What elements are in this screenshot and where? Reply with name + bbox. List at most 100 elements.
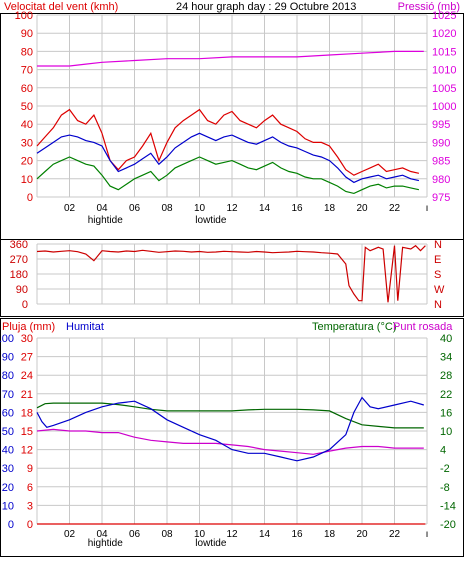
direction-tick-label: 360 bbox=[10, 239, 28, 251]
pressure-line bbox=[37, 50, 424, 67]
x-tick-label: 02 bbox=[64, 529, 76, 540]
rain-tick-label: 9 bbox=[27, 463, 33, 475]
compass-label: S bbox=[434, 269, 441, 281]
pressure-tick-label: 980 bbox=[432, 174, 450, 186]
x-tick-label: 18 bbox=[324, 529, 336, 540]
humidity-tick-label: 60 bbox=[2, 407, 14, 419]
pressure-tick-label: 1020 bbox=[432, 28, 456, 40]
direction-tick-label: 0 bbox=[22, 299, 28, 311]
pressure-tick-label: 1010 bbox=[432, 65, 456, 77]
temperature-tick-label: -2 bbox=[440, 463, 450, 475]
wind-axis-ticks: 0102030405060708090100975980985990995100… bbox=[15, 10, 457, 226]
direction-tick-label: 180 bbox=[10, 269, 28, 281]
wind-tick-label: 50 bbox=[21, 101, 33, 113]
x-tick-label: 08 bbox=[161, 203, 173, 214]
direction-panel-frame bbox=[0, 239, 464, 317]
temperature-tick-label: 28 bbox=[440, 370, 452, 382]
x-tick-label: 12 bbox=[226, 203, 238, 214]
tide-label: lowtide bbox=[195, 538, 227, 549]
temperature-tick-label: 34 bbox=[440, 352, 452, 364]
humidity-tick-label: 10 bbox=[2, 500, 14, 512]
humidity-tick-label: 40 bbox=[2, 445, 14, 457]
compass-label: E bbox=[434, 254, 441, 266]
temperature-line bbox=[36, 402, 424, 429]
x-tick-label: 02 bbox=[64, 203, 76, 214]
temperature-tick-label: -14 bbox=[440, 500, 456, 512]
wind-tick-label: 10 bbox=[21, 174, 33, 186]
tide-label: hightide bbox=[88, 538, 123, 549]
wind-tick-label: 20 bbox=[21, 156, 33, 168]
dewpoint-axis-label: Punt rosada bbox=[393, 321, 453, 333]
pressure-axis-label: Pressió (mb) bbox=[398, 1, 460, 13]
x-tick-label: 16 bbox=[291, 203, 303, 214]
chart-title: 24 hour graph day : 29 Octubre 2013 bbox=[176, 1, 356, 13]
x-tick-label: 08 bbox=[161, 529, 173, 540]
humidity-tick-label: 70 bbox=[2, 389, 14, 401]
x-tick-label: 04 bbox=[96, 529, 108, 540]
x-tick-label: 10 bbox=[194, 529, 206, 540]
x-tick-label: 06 bbox=[129, 529, 141, 540]
pressure-tick-label: 1000 bbox=[432, 101, 456, 113]
wind-grid bbox=[36, 14, 428, 198]
wind-tick-label: 70 bbox=[21, 65, 33, 77]
temperature-tick-label: 40 bbox=[440, 333, 452, 345]
humidity-tick-label: 0 bbox=[8, 519, 14, 531]
compass-label: N bbox=[434, 239, 442, 251]
direction-series bbox=[36, 244, 426, 303]
humidity-tick-label: 30 bbox=[2, 463, 14, 475]
wind-minimum-line bbox=[36, 156, 420, 195]
x-tick-mark: ı bbox=[426, 203, 429, 214]
pressure-tick-label: 995 bbox=[432, 119, 450, 131]
wind-tick-label: 30 bbox=[21, 137, 33, 149]
pressure-tick-label: 990 bbox=[432, 137, 450, 149]
pressure-tick-label: 1005 bbox=[432, 83, 456, 95]
x-tick-label: 18 bbox=[324, 203, 336, 214]
x-tick-label: 04 bbox=[96, 203, 108, 214]
temperature-tick-label: -20 bbox=[440, 519, 456, 531]
x-tick-label: 22 bbox=[389, 203, 401, 214]
x-tick-label: 14 bbox=[259, 529, 271, 540]
wind-axis-label: Velocitat del vent (kmh) bbox=[4, 1, 118, 13]
humidity-axis-label: Humitat bbox=[66, 321, 104, 333]
pressure-tick-label: 1015 bbox=[432, 46, 456, 58]
humidity-tick-label: 90 bbox=[2, 352, 14, 364]
wind-tick-label: 0 bbox=[27, 192, 33, 204]
wind-gust-line bbox=[36, 108, 420, 176]
pressure-tick-label: 975 bbox=[432, 192, 450, 204]
temp-panel-frame bbox=[0, 318, 464, 557]
rain-tick-label: 18 bbox=[21, 407, 33, 419]
compass-label: W bbox=[434, 284, 445, 296]
humidity-tick-label: 80 bbox=[2, 370, 14, 382]
x-tick-label: 14 bbox=[259, 203, 271, 214]
temperature-tick-label: 4 bbox=[440, 445, 446, 457]
rain-tick-label: 12 bbox=[21, 445, 33, 457]
x-tick-label: 22 bbox=[389, 529, 401, 540]
wind-tick-label: 100 bbox=[15, 10, 33, 22]
humidity-tick-label: 20 bbox=[2, 482, 14, 494]
rain-tick-label: 24 bbox=[21, 370, 33, 382]
temperature-tick-label: 16 bbox=[440, 407, 452, 419]
wind-tick-label: 60 bbox=[21, 83, 33, 95]
rain-tick-label: 6 bbox=[27, 482, 33, 494]
temp-axis-ticks: 0 10 20 30 40 50 60 70 80 90 100 0 3 6 9 12 15 18 21 24 27 30… bbox=[0, 333, 456, 549]
x-tick-label: 06 bbox=[129, 203, 141, 214]
dewpoint-line bbox=[36, 428, 424, 455]
temperature-tick-label: -8 bbox=[440, 482, 450, 494]
x-tick-label: 20 bbox=[356, 203, 368, 214]
humidity-tick-label: 50 bbox=[2, 426, 14, 438]
rain-axis-label: Pluja (mm) bbox=[2, 321, 55, 333]
direction-tick-label: 90 bbox=[16, 284, 28, 296]
x-tick-label: 20 bbox=[356, 529, 368, 540]
humidity-line bbox=[36, 396, 424, 462]
direction-grid bbox=[36, 243, 428, 305]
x-tick-label: 16 bbox=[291, 529, 303, 540]
compass-label: N bbox=[434, 299, 442, 311]
humidity-tick-label: 100 bbox=[0, 333, 14, 345]
temp-grid bbox=[36, 337, 428, 525]
temperature-tick-label: 10 bbox=[440, 426, 452, 438]
x-tick-mark: ı bbox=[426, 529, 429, 540]
rain-tick-label: 30 bbox=[21, 333, 33, 345]
rain-tick-label: 21 bbox=[21, 389, 33, 401]
